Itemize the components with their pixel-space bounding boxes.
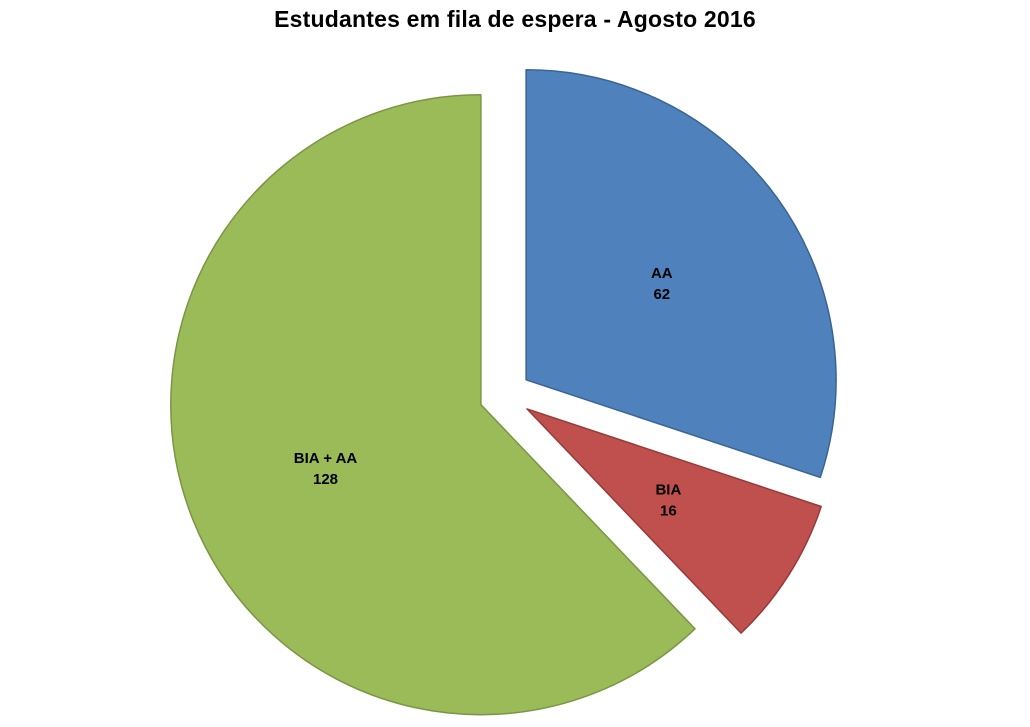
slice-label-aa: AA 62 [651,265,673,303]
slice-label-bia: BIA 16 [655,481,681,519]
pie-slice-aa [525,69,837,479]
chart-title: Estudantes em fila de espera - Agosto 20… [274,6,756,32]
slice-label-bia-aa: BIA + AA 128 [294,450,358,488]
pie-slice-bia-aa [170,93,696,716]
pie-slice-bia [526,408,822,634]
